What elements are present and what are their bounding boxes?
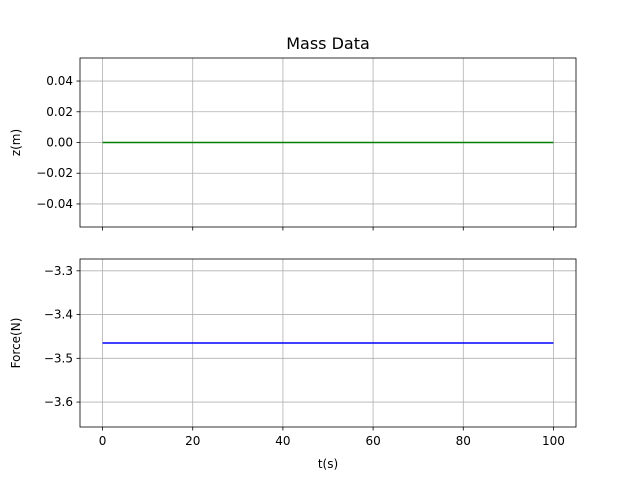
subplots: 0.04 0.02 0.00 −0.02 −0.04 z(m) 0 20 40 60 80 100 −3… [9, 57, 577, 448]
x-tick-label: 100 [542, 434, 565, 448]
y-tick-label: −3.5 [44, 351, 73, 365]
x-tick-label: 0 [99, 434, 107, 448]
y-tick-label: 0.02 [46, 105, 73, 119]
subplot-1: 0.04 0.02 0.00 −0.02 −0.04 z(m) [9, 57, 577, 231]
y-tick-label: −3.6 [44, 395, 73, 409]
x-tick-label: 40 [275, 434, 290, 448]
y-axis-label: z(m) [9, 129, 23, 156]
chart-title: Mass Data [286, 34, 370, 53]
y-tick-label: −0.02 [36, 166, 73, 180]
x-tick-label: 80 [456, 434, 471, 448]
y-tick-label: −3.4 [44, 308, 73, 322]
y-tick-label: 0.04 [46, 74, 73, 88]
y-tick-label: −0.04 [36, 197, 73, 211]
x-tick-label: 20 [185, 434, 200, 448]
y-axis-label: Force(N) [9, 318, 23, 369]
x-tick-label: 60 [365, 434, 380, 448]
subplot-2: 0 20 40 60 80 100 −3.3 −3.4 −3.5 −3.6 Force(N) [9, 258, 577, 448]
y-tick-label: 0.00 [46, 136, 73, 150]
axes-frame [79, 258, 577, 428]
y-tick-label: −3.3 [44, 264, 73, 278]
x-axis-label: t(s) [318, 457, 338, 471]
